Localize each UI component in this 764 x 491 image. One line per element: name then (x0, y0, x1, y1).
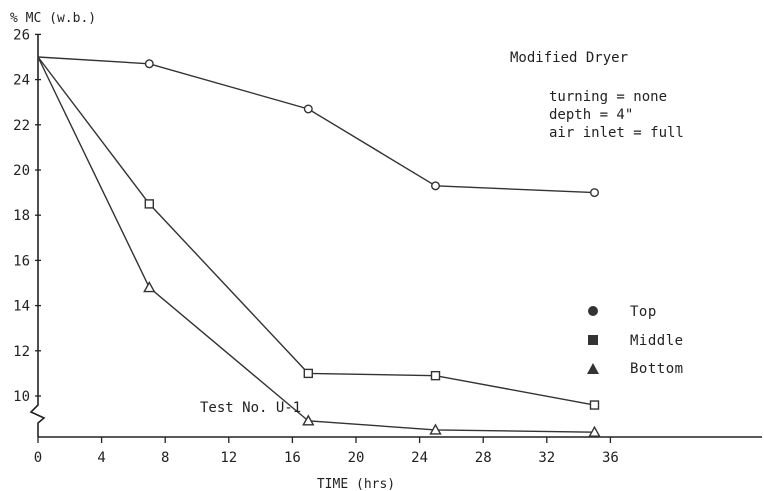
y-axis-line (29, 34, 46, 437)
y-tick-label: 10 (13, 389, 30, 405)
legend-label-bottom: Bottom (630, 361, 684, 377)
data-point-top (144, 59, 154, 69)
series-top (37, 56, 600, 198)
condition-turning: turning = none (549, 89, 667, 105)
y-tick-label: 26 (13, 27, 30, 43)
data-point-middle (144, 199, 155, 209)
data-point-middle (303, 368, 313, 379)
x-tick-label: 20 (348, 450, 365, 466)
x-tick-label: 24 (411, 450, 428, 466)
x-tick-label: 0 (34, 450, 42, 466)
legend-marker-top (588, 306, 598, 316)
data-point-bottom (302, 414, 315, 426)
x-axis-title: TIME (hrs) (317, 477, 395, 491)
data-point-bottom (143, 281, 156, 293)
x-tick-label: 28 (475, 450, 492, 466)
y-tick-label: 14 (13, 299, 30, 315)
y-tick-label: 12 (13, 344, 30, 360)
legend: Top Middle Bottom (587, 304, 684, 377)
data-point-top (590, 188, 600, 198)
data-point-middle (430, 370, 441, 381)
x-tick-label: 32 (538, 450, 555, 466)
condition-air-inlet: air inlet = full (549, 125, 684, 141)
x-tick-label: 8 (161, 450, 169, 466)
y-tick-label: 16 (13, 253, 30, 269)
condition-depth: depth = 4" (549, 107, 633, 123)
series-middle (37, 56, 600, 410)
series-line-top (37, 56, 595, 194)
series-layer (37, 56, 601, 437)
y-axis-title: % MC (w.b.) (10, 11, 96, 26)
dryer-title: Modified Dryer (510, 50, 628, 66)
test-number-label: Test No. U-1 (200, 400, 301, 416)
data-point-bottom (588, 425, 601, 437)
x-tick-label: 12 (220, 450, 237, 466)
y-tick-label: 24 (13, 73, 30, 89)
data-point-top (431, 181, 441, 191)
legend-label-top: Top (630, 304, 657, 320)
y-tick-label: 18 (13, 208, 30, 224)
data-point-bottom (429, 423, 442, 435)
axes (29, 34, 762, 438)
x-tick-label: 36 (602, 450, 619, 466)
axis-ticks: 10 12 14 16 18 20 22 24 26 0 4 8 12 16 20 24 28 32 36 (13, 27, 619, 466)
legend-marker-middle (588, 335, 598, 345)
data-point-top (303, 104, 313, 114)
x-tick-label: 4 (97, 450, 105, 466)
x-tick-label: 16 (284, 450, 301, 466)
data-point-middle (589, 400, 600, 410)
legend-label-middle: Middle (630, 333, 684, 349)
legend-marker-bottom (587, 363, 599, 374)
y-tick-label: 22 (13, 118, 30, 134)
y-tick-label: 20 (13, 163, 30, 179)
series-bottom (37, 56, 601, 437)
